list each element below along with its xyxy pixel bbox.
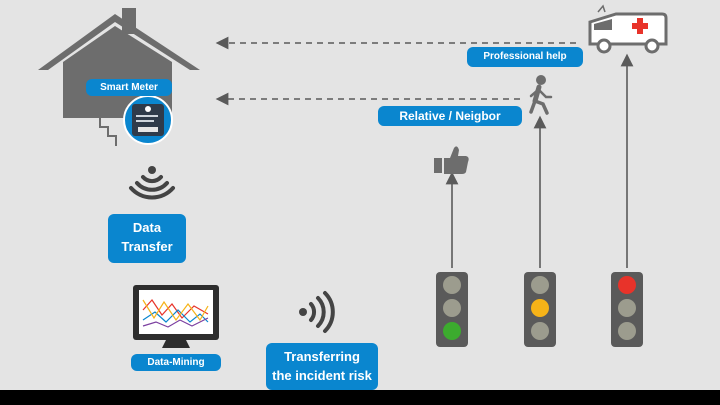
ambulance-icon — [588, 4, 668, 54]
traffic-light-icon — [436, 272, 468, 347]
monitor-chart-icon — [133, 285, 219, 348]
bottom-bar — [0, 390, 720, 405]
traffic-light-icon — [524, 272, 556, 347]
transferring-risk-line2: the incident risk — [272, 368, 372, 383]
data-transfer-line1: Data — [132, 220, 162, 235]
data-transfer-label: Data Transfer — [108, 214, 186, 263]
smart-meter-label: Smart Meter — [86, 79, 172, 96]
transferring-risk-label: Transferring the incident risk — [266, 343, 378, 390]
transferring-risk-line1: Transferring — [284, 349, 360, 364]
data-mining-label: Data-Mining — [131, 354, 221, 371]
traffic-light-icon — [611, 272, 643, 347]
house-icon — [38, 8, 200, 146]
data-transfer-line2: Transfer — [121, 239, 173, 254]
smart-meter-device-icon — [123, 95, 173, 145]
walking-person-icon — [529, 75, 553, 115]
wifi-signal-icon — [129, 166, 175, 200]
wifi-signal-icon — [299, 291, 335, 333]
relative-neighbor-label: Relative / Neigbor — [378, 106, 522, 126]
thumbs-up-icon — [434, 146, 469, 174]
professional-help-label: Professional help — [467, 47, 583, 67]
